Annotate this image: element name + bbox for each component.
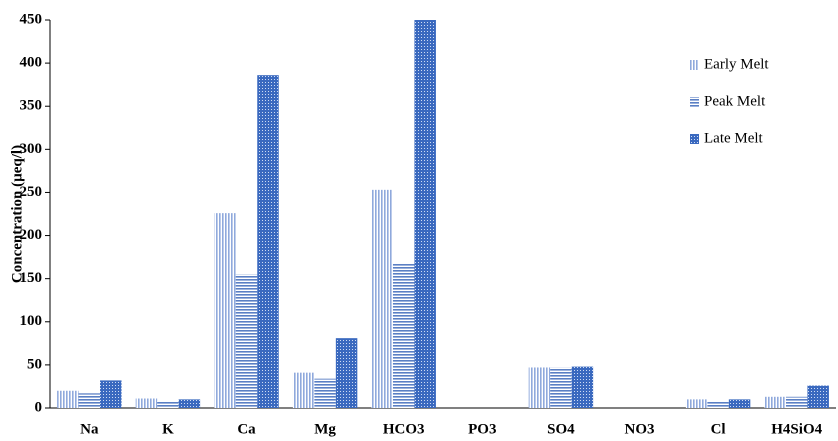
bar <box>528 367 551 408</box>
x-tick-label: Na <box>80 421 99 437</box>
bar <box>785 396 808 408</box>
y-tick-label: 400 <box>20 55 43 71</box>
bar <box>371 189 393 408</box>
bar <box>292 372 315 408</box>
y-tick-label: 350 <box>20 98 43 114</box>
legend-label: Early Melt <box>704 56 769 72</box>
y-tick-label: 50 <box>27 356 42 372</box>
bar <box>100 380 122 408</box>
x-tick-label: Mg <box>314 421 336 437</box>
bar <box>157 401 179 408</box>
y-tick-label: 250 <box>20 184 43 200</box>
bar <box>257 75 279 408</box>
bar <box>314 378 336 408</box>
bar <box>807 385 829 408</box>
legend-swatch <box>690 134 699 144</box>
bar <box>728 399 751 408</box>
x-tick-label: K <box>162 421 174 437</box>
bar <box>214 213 236 408</box>
legend-label: Late Melt <box>704 130 764 146</box>
bar <box>707 401 729 408</box>
bar <box>335 338 358 408</box>
y-tick-label: 300 <box>20 141 43 157</box>
y-tick-label: 450 <box>20 11 43 27</box>
y-tick-label: 150 <box>20 270 43 286</box>
legend-label: Peak Melt <box>704 93 766 109</box>
x-tick-label: HCO3 <box>383 421 425 437</box>
y-axis-title: Concentration (µeq/l) <box>9 145 25 283</box>
bar <box>178 399 201 408</box>
x-tick-label: Ca <box>237 421 256 437</box>
bar <box>392 264 415 408</box>
x-tick-label: SO4 <box>547 421 575 437</box>
x-tick-label: PO3 <box>468 421 496 437</box>
y-tick-label: 200 <box>20 227 43 243</box>
bar <box>135 398 158 408</box>
x-tick-label: Cl <box>711 421 726 437</box>
bar <box>685 399 708 408</box>
bar <box>57 390 79 408</box>
bar <box>235 274 258 408</box>
legend-swatch <box>690 97 699 107</box>
y-tick-label: 0 <box>35 399 43 415</box>
x-tick-label: NO3 <box>625 421 655 437</box>
y-tick-label: 100 <box>20 313 43 329</box>
legend-swatch <box>690 60 699 70</box>
bar <box>571 366 594 408</box>
x-tick-label: H4SiO4 <box>771 421 822 437</box>
bar <box>764 396 786 408</box>
bar <box>78 393 101 408</box>
bar <box>550 367 572 408</box>
bar <box>414 20 436 408</box>
